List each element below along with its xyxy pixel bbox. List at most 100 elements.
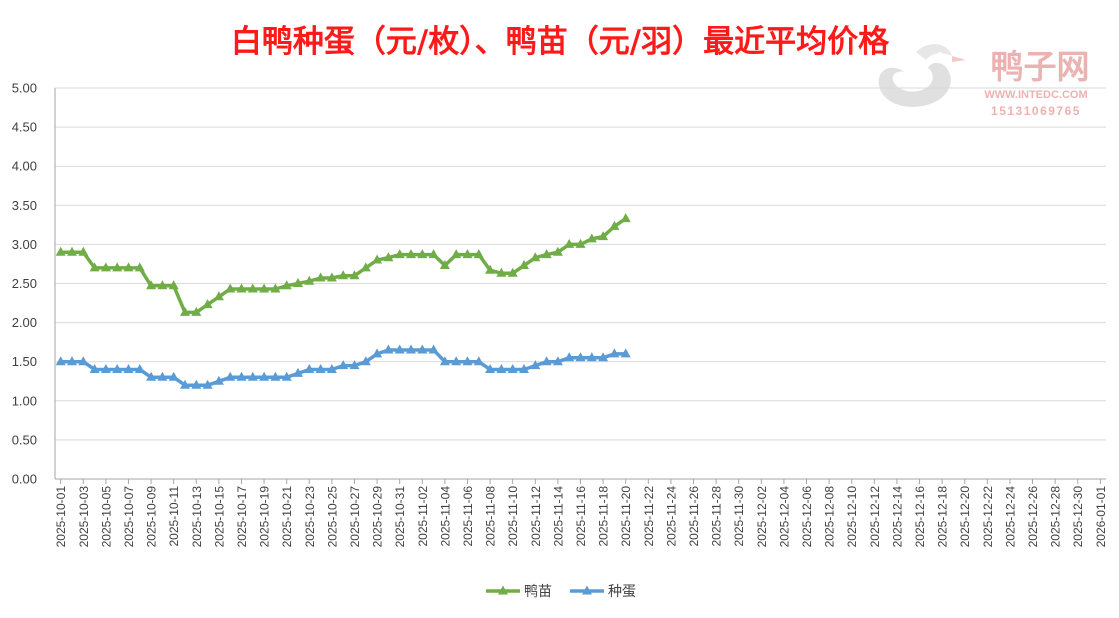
data-point	[439, 260, 450, 269]
data-point	[586, 352, 597, 362]
data-point	[372, 254, 383, 264]
data-point	[112, 364, 123, 373]
data-point	[360, 262, 371, 272]
x-tick-label: 2025-11-04	[438, 486, 452, 547]
data-point	[609, 220, 620, 230]
x-tick-label: 2025-12-06	[800, 486, 814, 548]
data-point	[507, 267, 518, 277]
x-tick-label: 2025-11-02	[416, 486, 430, 547]
watermark-phone: 15131069765	[991, 104, 1081, 118]
x-tick-label: 2025-12-08	[823, 486, 837, 548]
x-tick-label: 2025-10-01	[54, 486, 68, 548]
data-point	[620, 348, 631, 358]
x-tick-label: 2025-10-07	[122, 486, 136, 548]
y-tick-label: 1.00	[12, 393, 37, 408]
x-tick-label: 2025-12-16	[913, 486, 927, 548]
data-point	[134, 364, 145, 373]
data-point	[485, 364, 496, 373]
x-tick-label: 2025-12-14	[890, 486, 904, 548]
watermark-site: WWW.INTEDC.COM	[984, 89, 1087, 101]
data-point	[462, 249, 473, 259]
x-tick-label: 2025-12-18	[936, 486, 950, 548]
watermark-brand: 鸭子网	[991, 47, 1090, 86]
legend: 鸭苗 种蛋	[486, 584, 636, 600]
data-point	[541, 249, 552, 259]
data-point	[180, 306, 190, 316]
x-tick-label: 2025-10-31	[393, 486, 407, 548]
data-point	[451, 356, 462, 366]
data-point	[394, 344, 405, 354]
data-point	[89, 364, 100, 373]
data-point	[338, 360, 349, 370]
chart-title: 白鸭种蛋（元/枚）、鸭苗（元/羽）最近平均价格	[231, 24, 890, 60]
y-tick-label: 4.50	[12, 120, 37, 135]
x-tick-label: 2025-11-18	[597, 486, 611, 547]
data-point	[247, 283, 258, 293]
x-tick-label: 2025-10-25	[325, 486, 339, 548]
data-point	[620, 213, 631, 223]
data-point	[191, 306, 202, 316]
x-tick-label: 2025-11-22	[642, 486, 656, 547]
y-tick-label: 5.00	[12, 81, 37, 96]
data-point	[225, 371, 236, 381]
data-point	[213, 375, 224, 385]
legend-item: 种蛋	[570, 584, 636, 600]
data-point	[213, 291, 224, 301]
data-point	[157, 280, 168, 290]
data-point	[349, 270, 360, 280]
data-point	[315, 272, 326, 282]
data-point	[123, 364, 134, 373]
x-tick-label: 2025-10-17	[235, 486, 249, 548]
x-tick-label: 2025-10-13	[190, 486, 204, 548]
data-point	[281, 280, 292, 290]
x-tick-label: 2025-12-20	[958, 486, 972, 548]
y-tick-label: 2.00	[12, 315, 37, 330]
data-point	[439, 356, 450, 366]
data-point	[383, 252, 394, 262]
legend-item: 鸭苗	[486, 584, 552, 600]
x-tick-label: 2025-11-26	[687, 486, 701, 547]
data-point	[78, 246, 89, 256]
duck-logo-icon	[878, 44, 966, 107]
data-point	[293, 367, 303, 377]
x-axis: 2025-10-01 2025-10-03 2025-10-05 2025-10-07…	[54, 478, 1108, 548]
data-point	[225, 283, 236, 293]
data-point	[372, 348, 383, 358]
data-point	[586, 233, 597, 243]
legend-label: 种蛋	[608, 584, 636, 600]
data-point	[383, 344, 394, 354]
data-point	[315, 364, 326, 373]
data-point	[191, 379, 202, 389]
data-point	[564, 238, 575, 248]
x-tick-label: 2025-11-28	[710, 486, 724, 547]
x-tick-label: 2025-11-10	[506, 486, 520, 547]
data-point	[270, 371, 281, 381]
data-point	[281, 371, 292, 381]
x-tick-label: 2025-10-15	[212, 486, 226, 548]
data-point	[112, 262, 123, 272]
series-hatching-egg	[55, 344, 631, 389]
data-point	[496, 364, 507, 373]
data-point	[55, 246, 66, 256]
y-axis: 5.00 4.50 4.00 3.50 3.00 2.50 2.00 1.50 1.00 0.50…	[12, 81, 56, 487]
x-tick-label: 2025-11-24	[664, 486, 678, 547]
x-tick-label: 2025-10-05	[99, 486, 113, 548]
x-tick-label: 2025-11-12	[529, 486, 543, 547]
x-tick-label: 2025-12-26	[1026, 486, 1040, 548]
data-point	[428, 344, 439, 354]
data-point	[202, 299, 213, 309]
x-tick-label: 2025-11-16	[574, 486, 588, 547]
x-tick-label: 2025-10-03	[77, 486, 91, 548]
data-point	[123, 262, 134, 272]
data-point	[462, 356, 473, 366]
gridlines	[55, 87, 1106, 441]
data-point	[394, 249, 405, 259]
data-point	[552, 246, 563, 256]
data-point	[575, 238, 586, 248]
x-tick-label: 2025-10-19	[258, 486, 272, 548]
data-point	[598, 231, 609, 241]
data-point	[157, 371, 168, 381]
x-tick-label: 2025-12-24	[1003, 486, 1017, 548]
data-point	[236, 371, 247, 381]
data-point	[168, 280, 179, 290]
